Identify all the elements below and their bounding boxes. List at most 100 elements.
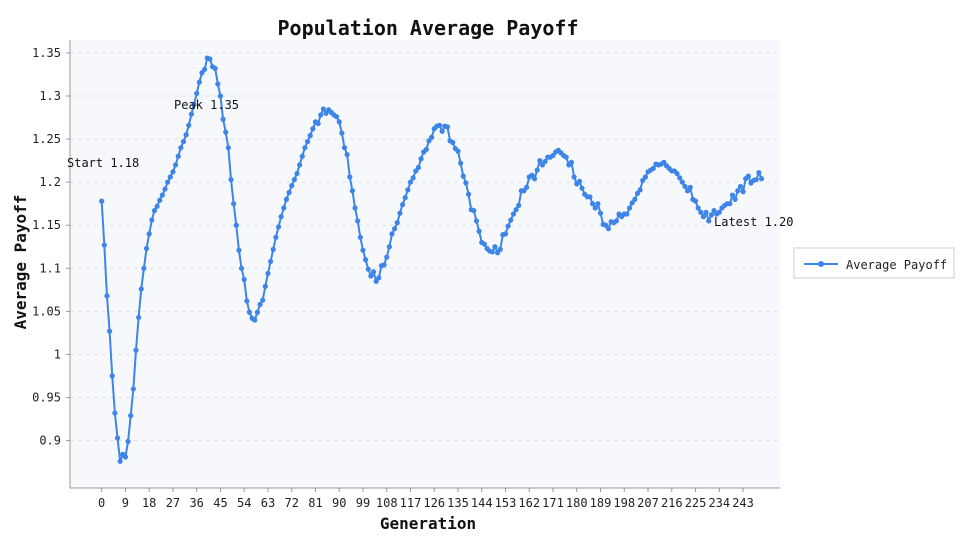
data-point	[289, 183, 295, 189]
y-axis-label: Average Payoff	[11, 195, 30, 330]
data-point	[143, 245, 150, 252]
data-point	[109, 373, 115, 379]
data-point	[465, 191, 472, 197]
data-point	[463, 180, 469, 186]
y-tick-label: 1.35	[32, 46, 61, 60]
x-tick-label: 234	[708, 496, 730, 510]
data-point	[154, 203, 160, 209]
data-point	[223, 129, 229, 135]
y-tick-label: 0.95	[32, 391, 61, 405]
data-point	[165, 179, 171, 185]
x-tick-label: 126	[423, 496, 445, 510]
data-point	[605, 226, 612, 232]
data-point	[275, 224, 282, 230]
data-point	[595, 201, 601, 207]
x-axis-label: Generation	[380, 514, 476, 533]
x-tick-label: 153	[495, 496, 517, 510]
series-points	[99, 55, 765, 464]
annotation-peak: Peak 1.35	[174, 98, 239, 112]
data-point	[349, 188, 356, 194]
data-point	[399, 201, 406, 208]
data-point	[352, 205, 358, 211]
data-point	[384, 254, 390, 260]
plot-background	[70, 40, 780, 488]
data-point	[273, 234, 279, 240]
data-point	[228, 176, 234, 183]
x-tick-label: 198	[613, 496, 635, 510]
data-point	[104, 293, 110, 299]
data-point	[265, 270, 271, 277]
data-point	[418, 156, 424, 162]
data-point	[196, 79, 202, 85]
x-tick-label: 225	[685, 496, 707, 510]
data-point	[233, 222, 239, 228]
data-point	[706, 218, 712, 224]
data-point	[735, 188, 741, 194]
data-point	[133, 347, 139, 353]
data-point	[439, 128, 445, 134]
data-point	[513, 207, 519, 213]
data-point	[365, 266, 371, 272]
data-point	[167, 174, 173, 180]
data-point	[188, 111, 195, 117]
data-point	[252, 317, 258, 323]
data-point	[679, 179, 685, 185]
y-tick-label: 1	[54, 347, 61, 361]
data-point	[125, 438, 131, 445]
data-point	[392, 226, 398, 232]
data-point	[241, 276, 247, 283]
data-point	[476, 228, 482, 234]
data-point	[758, 176, 765, 182]
x-tick-label: 54	[237, 496, 251, 510]
data-point	[740, 189, 746, 195]
data-point	[99, 198, 105, 204]
data-point	[455, 148, 461, 154]
data-point	[590, 201, 596, 207]
data-point	[291, 176, 297, 183]
data-point	[357, 234, 363, 240]
legend: Average Payoff	[793, 247, 955, 279]
data-point	[727, 201, 733, 207]
data-point	[202, 66, 208, 72]
data-point	[136, 314, 142, 321]
x-tick-label: 99	[356, 496, 370, 510]
data-point	[344, 151, 350, 158]
data-point	[106, 328, 113, 334]
data-point	[587, 194, 593, 200]
data-point	[524, 184, 530, 190]
data-point	[146, 231, 152, 237]
data-point	[225, 145, 231, 151]
data-point	[568, 159, 575, 165]
x-tick-label: 90	[332, 496, 346, 510]
data-point	[386, 244, 392, 250]
data-point	[692, 198, 699, 204]
x-tick-label: 9	[122, 496, 129, 510]
data-point	[576, 178, 583, 184]
data-point	[355, 218, 361, 224]
data-point	[505, 223, 511, 229]
data-point	[310, 126, 316, 132]
data-point	[695, 205, 701, 211]
data-point	[436, 122, 443, 128]
data-point	[333, 114, 340, 120]
x-tick-label: 135	[447, 496, 469, 510]
data-point	[122, 454, 129, 460]
data-point	[267, 258, 274, 265]
data-point	[159, 192, 165, 198]
data-point	[471, 207, 477, 214]
data-point	[592, 205, 598, 211]
x-tick-label: 144	[471, 496, 493, 510]
data-point	[149, 217, 155, 223]
data-point	[236, 247, 242, 253]
data-point	[162, 186, 168, 192]
x-tick-label: 18	[142, 496, 156, 510]
data-point	[677, 175, 683, 181]
data-point	[397, 210, 403, 216]
data-point	[178, 145, 184, 151]
y-tick-label: 0.9	[39, 434, 61, 448]
data-point	[231, 201, 237, 207]
data-point	[389, 231, 395, 237]
data-point	[745, 173, 751, 179]
data-point	[429, 134, 435, 140]
